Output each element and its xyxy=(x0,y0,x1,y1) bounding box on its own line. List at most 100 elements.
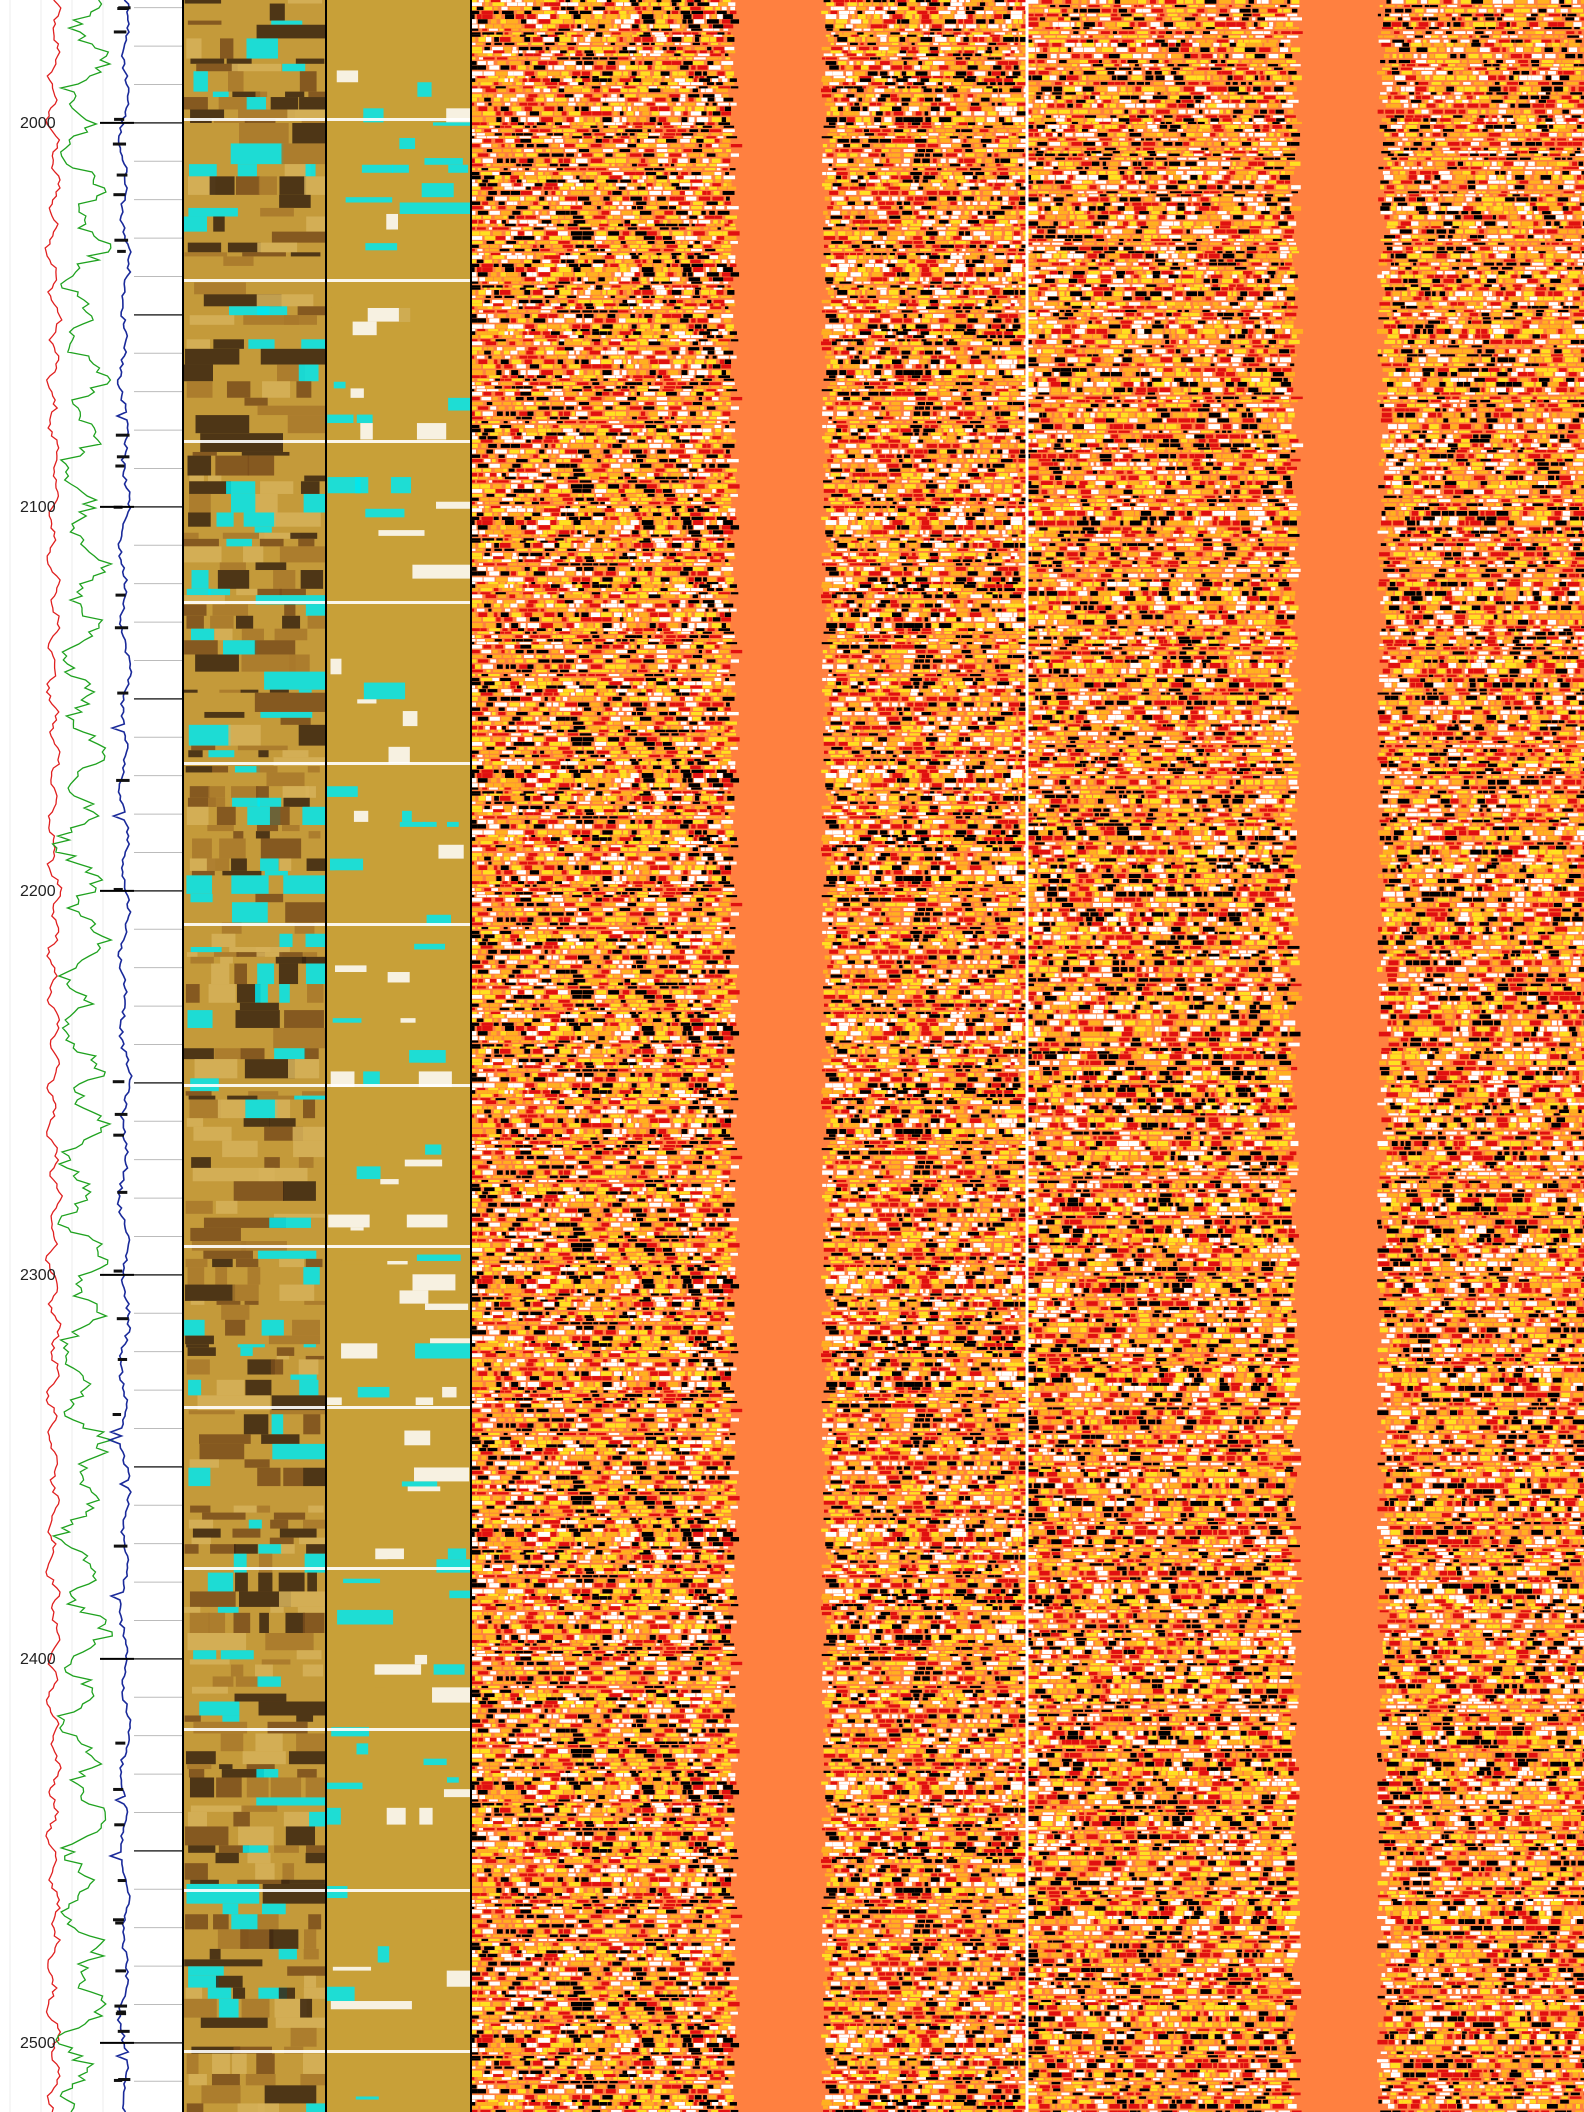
image-patch xyxy=(284,1010,324,1028)
image-patch xyxy=(236,1010,280,1028)
vd-stripe xyxy=(834,29,839,31)
image-patch xyxy=(188,1812,207,1827)
image-patch xyxy=(228,243,261,253)
curve-spike xyxy=(117,174,128,177)
image-patch xyxy=(360,460,391,474)
curve-spike xyxy=(117,692,128,695)
vd-stripe xyxy=(675,7,679,10)
image-patch xyxy=(193,1529,221,1538)
image-patch xyxy=(243,1845,268,1852)
image-patch xyxy=(255,1665,273,1677)
image-patch xyxy=(375,1018,388,1023)
image-patch xyxy=(285,1613,305,1633)
vd-stripe xyxy=(471,24,478,28)
image-patch xyxy=(188,1845,215,1852)
vd-stripe xyxy=(995,19,1003,23)
image-patch xyxy=(228,725,260,746)
image-patch xyxy=(257,306,287,315)
vd-stripe xyxy=(607,0,611,2)
image-patch xyxy=(244,512,276,526)
vd-stripe xyxy=(989,19,994,23)
vd-stripe xyxy=(638,11,642,14)
image-joint xyxy=(183,1567,326,1570)
image-patch xyxy=(279,858,291,870)
image-patch xyxy=(256,2053,274,2074)
vd-stripe xyxy=(542,7,550,10)
vd-stripe xyxy=(596,32,602,34)
vd-stripe xyxy=(970,29,974,31)
image-patch xyxy=(247,1764,275,1769)
image-patch xyxy=(359,183,380,197)
vd-stripe xyxy=(619,0,628,2)
vd-stripe xyxy=(714,35,722,37)
vd-stripe xyxy=(640,2,649,6)
image-patch xyxy=(355,477,368,493)
image-patch xyxy=(357,699,376,703)
depth-tick-label: 2200 xyxy=(20,883,56,900)
image-patch xyxy=(208,589,230,595)
vd-stripe xyxy=(926,7,936,10)
image-patch xyxy=(247,1853,270,1863)
image-patch xyxy=(270,690,289,693)
vd-stripe xyxy=(730,7,735,10)
image-patch xyxy=(302,1091,325,1095)
image-joint xyxy=(326,1728,471,1731)
image-patch xyxy=(423,822,436,827)
vd-stripe xyxy=(597,0,606,2)
image-patch xyxy=(190,315,235,325)
image-patch xyxy=(386,214,398,230)
vd-stripe xyxy=(536,2,540,6)
vd-stripe xyxy=(620,14,626,19)
vd-stripe xyxy=(516,35,519,37)
vd-stripe xyxy=(524,32,535,34)
vd-stripe xyxy=(471,32,480,34)
vd-stripe xyxy=(915,29,921,31)
image-patch xyxy=(371,845,396,859)
vd-stripe xyxy=(909,7,914,10)
image-patch xyxy=(279,1949,297,1959)
image-patch xyxy=(304,1344,316,1347)
vd-stripe xyxy=(834,35,839,37)
vd-stripe xyxy=(873,2,879,6)
image-patch xyxy=(303,1100,315,1119)
image-patch xyxy=(186,1988,203,1999)
vd-stripe xyxy=(933,19,944,23)
image-patch xyxy=(270,1520,288,1529)
curve-spike xyxy=(116,594,126,597)
vd-stripe xyxy=(583,24,588,28)
image-patch xyxy=(214,629,232,641)
image-patch xyxy=(243,1751,286,1764)
image-patch xyxy=(191,1157,211,1168)
vd-stripe xyxy=(494,24,502,28)
image-patch xyxy=(249,1520,262,1529)
image-patch xyxy=(187,1359,210,1374)
vd-stripe xyxy=(660,2,670,6)
vd-stripe xyxy=(505,32,509,34)
image-patch xyxy=(281,143,325,164)
vd-stripe xyxy=(639,35,650,37)
vd-stripe xyxy=(975,29,978,31)
image-patch xyxy=(260,539,284,547)
vd-stripe xyxy=(694,0,701,2)
vd-stripe xyxy=(682,19,686,23)
vd-stripe xyxy=(612,0,619,2)
image-patch xyxy=(375,1664,422,1674)
image-patch xyxy=(279,984,290,1003)
image-patch xyxy=(242,1999,270,2018)
image-patch xyxy=(257,1676,280,1686)
image-patch xyxy=(213,604,232,615)
image-patch xyxy=(425,763,471,778)
image-patch xyxy=(307,1573,317,1592)
image-patch xyxy=(425,1144,441,1154)
image-patch xyxy=(405,1160,442,1167)
image-patch xyxy=(268,1722,308,1734)
vd-stripe xyxy=(932,0,937,2)
vd-stripe xyxy=(662,0,670,2)
image-joint xyxy=(183,440,326,443)
image-patch xyxy=(293,1141,325,1157)
image-patch xyxy=(183,690,197,693)
image-patch xyxy=(232,2053,247,2074)
image-patch xyxy=(193,71,207,91)
vd-stripe xyxy=(846,24,853,28)
curve-spike xyxy=(114,118,124,121)
